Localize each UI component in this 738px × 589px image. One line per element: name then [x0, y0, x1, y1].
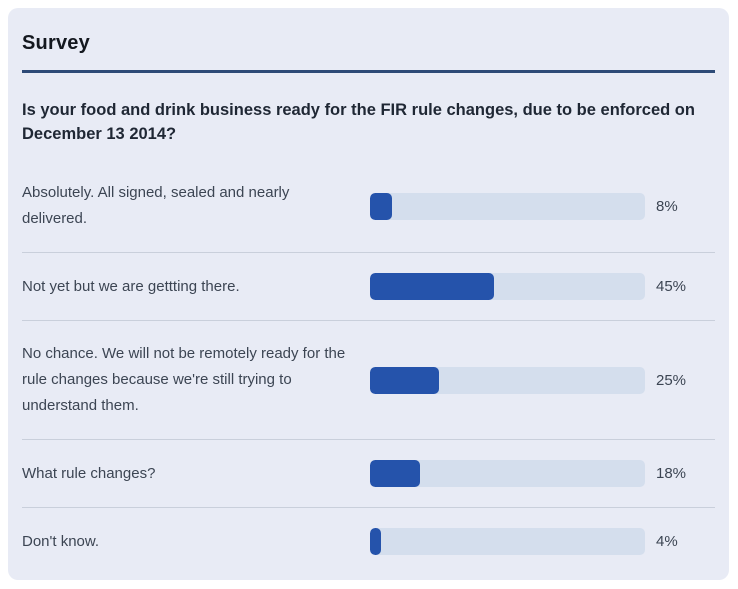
result-bar-track	[370, 273, 645, 300]
result-bar-fill	[370, 366, 439, 394]
percent-label: 8%	[656, 197, 678, 215]
percent-label: 45%	[656, 278, 687, 295]
survey-options-list: Absolutely. All signed, sealed and nearl…	[22, 160, 715, 575]
option-label: Don't know.	[22, 532, 100, 550]
option-label: What rule changes?	[22, 464, 156, 482]
result-bar-track	[370, 192, 645, 220]
survey-option-row: No chance. We will not be remotely ready…	[22, 320, 715, 439]
title-divider	[22, 70, 715, 73]
result-bar-fill	[370, 273, 494, 300]
result-bar-fill	[370, 192, 392, 220]
survey-option-row: Don't know. 4%	[22, 507, 715, 575]
percent-label: 18%	[656, 465, 687, 482]
percent-label: 4%	[656, 533, 678, 550]
result-bar-track	[370, 366, 645, 394]
result-bar-track	[370, 460, 645, 487]
survey-option-row: What rule changes? 18%	[22, 439, 715, 507]
result-bar-track	[370, 528, 645, 555]
survey-question: Is your food and drink business ready fo…	[22, 101, 695, 143]
percent-label: 25%	[656, 371, 687, 389]
option-label: No chance. We will not be remotely ready…	[22, 345, 346, 414]
survey-option-row: Not yet but we are gettting there. 45%	[22, 252, 715, 320]
option-label: Absolutely. All signed, sealed and nearl…	[22, 184, 290, 227]
survey-card: Survey Is your food and drink business r…	[8, 8, 729, 580]
result-bar-fill	[370, 460, 420, 487]
page-title: Survey	[22, 32, 90, 54]
option-label: Not yet but we are gettting there.	[22, 277, 240, 295]
survey-option-row: Absolutely. All signed, sealed and nearl…	[22, 160, 715, 252]
result-bar-fill	[370, 528, 381, 555]
